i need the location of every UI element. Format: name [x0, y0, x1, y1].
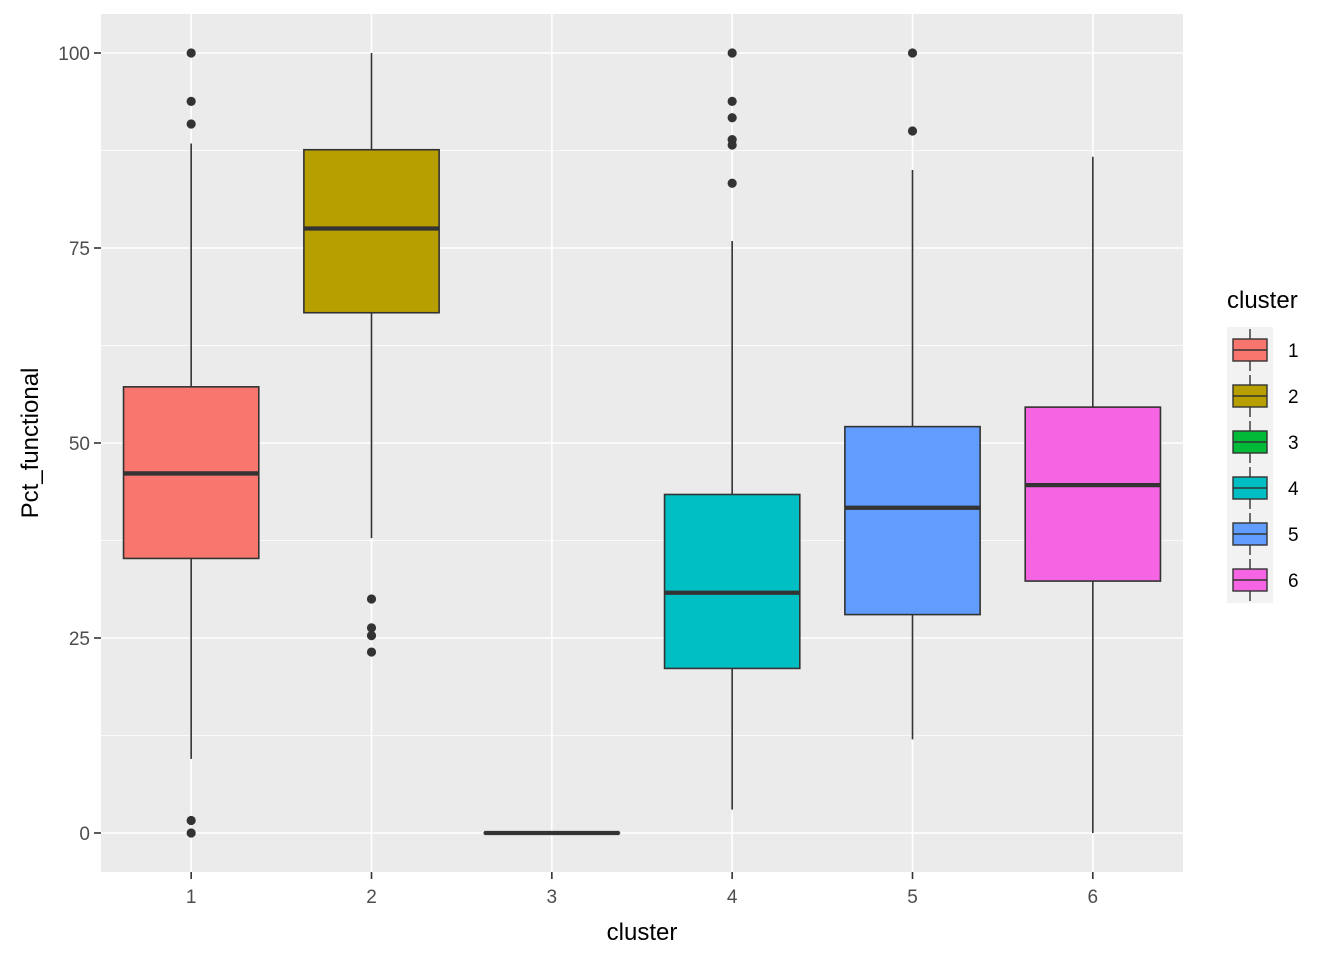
outlier-point [186, 828, 196, 838]
outlier-point [727, 140, 737, 150]
legend-label: 1 [1288, 341, 1299, 362]
box-body [844, 425, 981, 616]
y-tick-label: 0 [79, 824, 90, 845]
box-body [663, 493, 801, 670]
box-cluster-4 [663, 48, 801, 810]
outlier-point [907, 126, 918, 136]
x-axis-title: cluster [607, 919, 678, 946]
outlier-point [727, 113, 737, 123]
x-tick-label: 4 [727, 887, 738, 908]
outlier-point [366, 623, 377, 633]
legend: cluster 1 2 3 4 5 6 [1227, 287, 1299, 603]
legend-item-2: 2 [1232, 375, 1299, 417]
y-tick-label: 25 [69, 629, 90, 650]
outlier-point [907, 48, 918, 58]
outlier-point [186, 119, 196, 129]
legend-title: cluster [1227, 287, 1298, 314]
legend-label: 2 [1288, 387, 1299, 408]
y-tick-label: 75 [69, 239, 90, 260]
x-tick-label: 6 [1088, 887, 1099, 908]
legend-label: 5 [1288, 525, 1299, 546]
x-tick-label: 1 [186, 887, 197, 908]
box-body [1024, 406, 1162, 582]
box-series [122, 48, 1162, 838]
minor-gridlines [101, 150, 1183, 736]
outlier-point [727, 48, 737, 58]
legend-label: 6 [1288, 571, 1299, 592]
y-axis: 0 25 50 75 100 [58, 44, 101, 845]
box-body [303, 148, 440, 314]
box-cluster-5 [844, 48, 981, 740]
y-axis-title: Pct_functional [17, 368, 44, 519]
legend-item-1: 1 [1232, 329, 1299, 371]
outlier-point [186, 96, 196, 106]
outlier-point [366, 594, 377, 604]
legend-item-6: 6 [1232, 559, 1299, 601]
box-cluster-6 [1024, 156, 1162, 833]
outlier-point [366, 631, 377, 641]
legend-item-5: 5 [1232, 513, 1299, 555]
x-tick-label: 3 [547, 887, 558, 908]
outlier-point [186, 48, 196, 58]
outlier-point [727, 178, 737, 188]
outlier-point [727, 96, 737, 106]
legend-label: 3 [1288, 433, 1299, 454]
legend-item-3: 3 [1232, 421, 1299, 463]
box-cluster-1 [122, 48, 260, 838]
y-tick-label: 100 [58, 44, 90, 65]
outlier-point [186, 815, 196, 826]
legend-item-4: 4 [1232, 467, 1299, 509]
legend-keys-background [1227, 327, 1273, 603]
y-tick-label: 50 [69, 434, 90, 455]
box-cluster-2 [303, 53, 440, 657]
legend-label: 4 [1288, 479, 1299, 500]
x-axis: 1 2 3 4 5 6 [186, 872, 1098, 908]
outlier-point [366, 647, 377, 657]
x-tick-label: 5 [907, 887, 918, 908]
x-tick-label: 2 [366, 887, 377, 908]
